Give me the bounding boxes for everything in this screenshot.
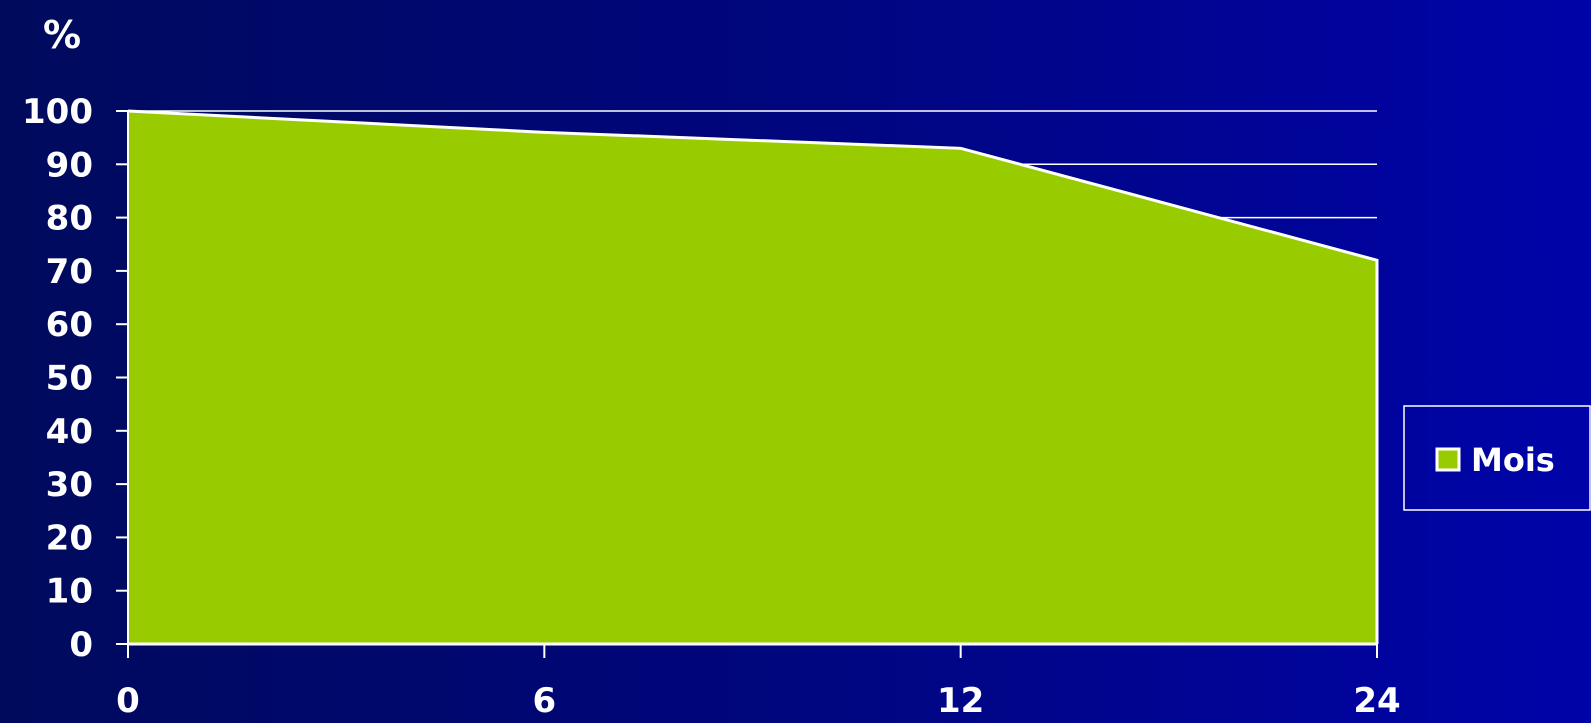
legend-label: Mois — [1471, 441, 1555, 479]
y-tick-label: 0 — [69, 625, 93, 665]
y-tick-label: 50 — [46, 359, 93, 399]
y-tick-label: 100 — [22, 92, 93, 132]
x-tick-label: 6 — [532, 681, 556, 721]
y-tick-label: 70 — [46, 252, 93, 292]
y-axis-unit-label: % — [43, 13, 81, 57]
y-tick-label: 10 — [46, 572, 93, 612]
legend: Mois — [1403, 405, 1591, 511]
y-tick-label: 40 — [46, 412, 93, 452]
area-fill — [128, 111, 1377, 644]
legend-box — [1403, 405, 1591, 511]
x-tick-label: 24 — [1353, 681, 1400, 721]
y-tick-label: 30 — [46, 465, 93, 505]
y-tick-label: 20 — [46, 518, 93, 558]
y-tick-label: 90 — [46, 145, 93, 185]
y-axis-ticks: 0 10 20 30 40 50 60 70 80 90 100 — [22, 92, 128, 665]
y-tick-label: 80 — [46, 199, 93, 239]
legend-swatch — [1435, 447, 1461, 472]
x-tick-label: 12 — [937, 681, 984, 721]
x-axis-ticks: 0 6 12 24 — [116, 644, 1401, 721]
y-tick-label: 60 — [46, 305, 93, 345]
plot-area — [127, 109, 1379, 644]
x-tick-label: 0 — [116, 681, 140, 721]
series-line-mois — [127, 109, 1379, 644]
